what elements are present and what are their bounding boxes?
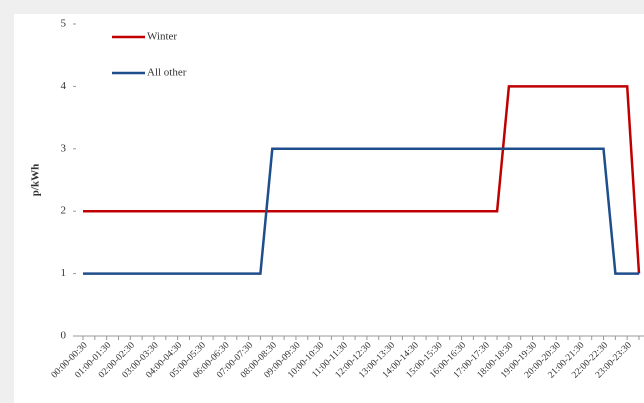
- y-tick-label: 3: [61, 142, 67, 154]
- y-tick-label: 4: [61, 80, 67, 92]
- series-line: [83, 147, 639, 275]
- y-axis-label: p/kWh: [30, 164, 42, 196]
- legend-label: All other: [147, 67, 187, 79]
- series-line: [83, 85, 641, 274]
- y-tick-label: 2: [61, 205, 67, 217]
- legend-label: Winter: [147, 31, 177, 43]
- y-tick-label: 5: [61, 18, 67, 30]
- y-tick-label: 0: [61, 330, 67, 342]
- panel: [14, 14, 644, 403]
- y-tick-label: 1: [61, 267, 67, 279]
